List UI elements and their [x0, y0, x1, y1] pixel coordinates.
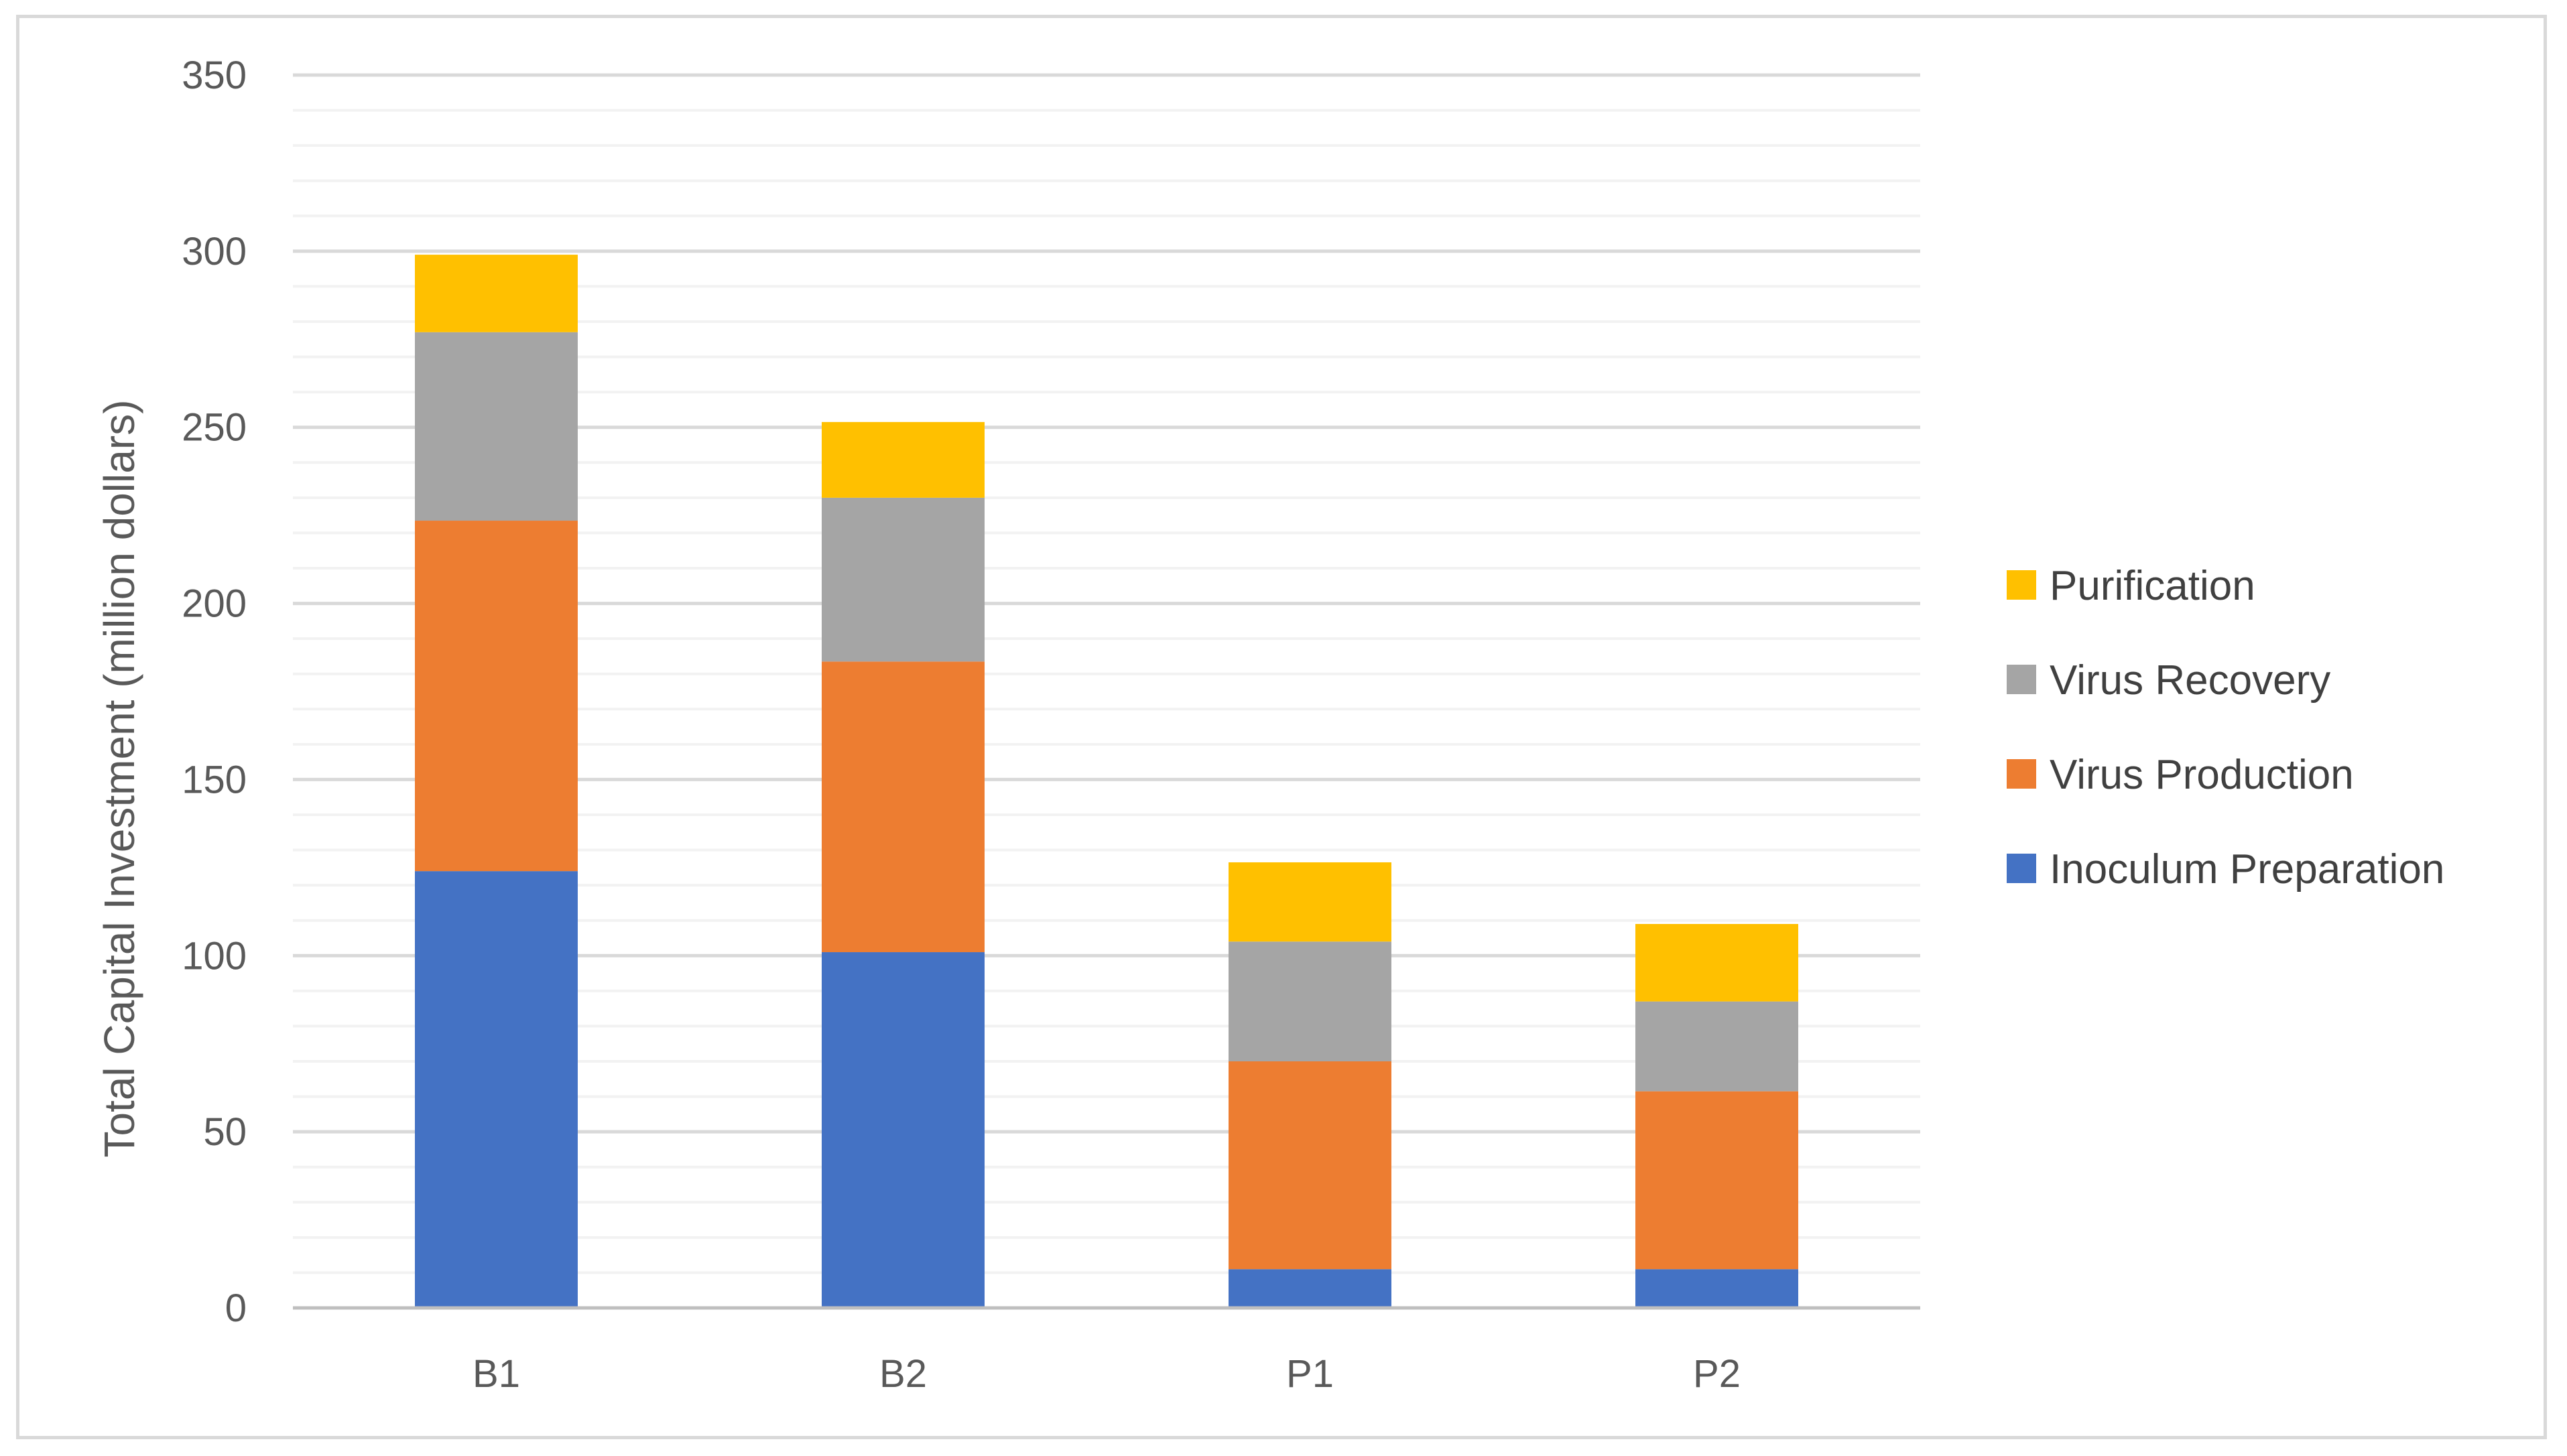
x-tick-label: P2: [1693, 1352, 1741, 1396]
bar-segment: [415, 871, 578, 1308]
x-tick-label: B2: [879, 1352, 927, 1396]
y-axis-ticks: 0 50 100 150 200 250 300 350: [182, 54, 247, 1330]
legend-swatch: [2007, 854, 2036, 883]
bar-segment: [1229, 1269, 1391, 1308]
legend-swatch: [2007, 759, 2036, 789]
bar-segment: [1635, 923, 1798, 1002]
bar-segment: [415, 255, 578, 332]
legend-label: Virus Production: [2050, 752, 2354, 798]
bars: [415, 255, 1798, 1308]
bar-segment: [822, 497, 985, 662]
legend-label: Purification: [2050, 563, 2255, 609]
bar-segment: [1229, 1061, 1391, 1270]
y-tick-label: 50: [203, 1110, 247, 1154]
bar-segment: [1635, 1091, 1798, 1270]
legend: Purification Virus Recovery Virus Producti…: [2007, 563, 2444, 892]
legend-label: Inoculum Preparation: [2050, 846, 2444, 892]
legend-swatch: [2007, 570, 2036, 600]
bar-segment: [415, 521, 578, 872]
bar-segment: [1229, 862, 1391, 942]
x-tick-label: B1: [473, 1352, 520, 1396]
bar-segment: [1635, 1269, 1798, 1308]
bar-segment: [822, 661, 985, 953]
y-axis-title: Total Capital Investment (million dollar…: [95, 399, 143, 1157]
y-tick-label: 350: [182, 54, 247, 97]
y-tick-label: 100: [182, 934, 247, 978]
x-tick-label: P1: [1286, 1352, 1334, 1396]
y-tick-label: 150: [182, 758, 247, 801]
y-tick-label: 300: [182, 230, 247, 273]
y-tick-label: 250: [182, 406, 247, 450]
legend-swatch: [2007, 665, 2036, 694]
bar-segment: [822, 952, 985, 1308]
bar-segment: [822, 421, 985, 498]
bar-segment: [1635, 1001, 1798, 1091]
x-axis-ticks: B1 B2 P1 P2: [473, 1352, 1741, 1396]
y-tick-label: 200: [182, 582, 247, 626]
bar-segment: [1229, 941, 1391, 1061]
legend-label: Virus Recovery: [2050, 657, 2330, 704]
bar-segment: [415, 332, 578, 521]
y-tick-label: 0: [225, 1286, 247, 1330]
